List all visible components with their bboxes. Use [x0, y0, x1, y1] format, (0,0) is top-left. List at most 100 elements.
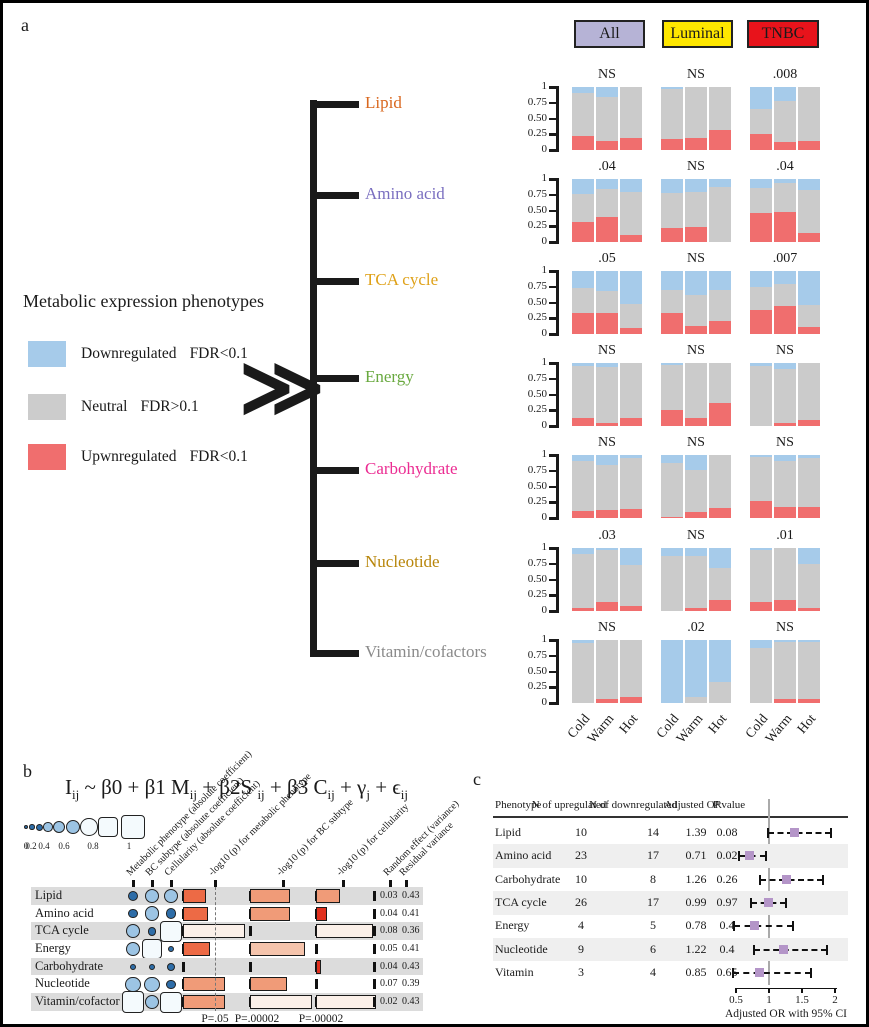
segment-upregulated	[685, 226, 707, 242]
stacked-bar	[661, 548, 683, 611]
stacked-bar	[750, 179, 772, 242]
segment-downregulated	[572, 363, 594, 366]
stacked-bar	[620, 548, 642, 611]
matrix-bar	[250, 888, 291, 903]
tree-label-lipid: Lipid	[365, 93, 402, 112]
segment-upregulated	[661, 516, 683, 518]
tree-branch	[310, 191, 359, 199]
formula-segment: Iij	[65, 775, 80, 803]
y-axis-tick	[549, 469, 557, 473]
segment-neutral	[572, 553, 594, 608]
segment-downregulated	[709, 640, 731, 683]
segment-downregulated	[596, 363, 618, 368]
y-axis-tick	[549, 485, 557, 488]
segment-downregulated	[774, 363, 796, 370]
tree-label-energy: Energy	[365, 367, 414, 386]
cell-phenotype: Amino acid	[495, 848, 552, 863]
segment-neutral	[572, 643, 594, 703]
p-value-label: .007	[772, 251, 798, 266]
stacked-bar	[596, 548, 618, 611]
y-axis-tick	[549, 178, 557, 181]
y-tick-label: 0.50	[527, 111, 547, 124]
matrix-bubble	[165, 908, 177, 919]
segment-downregulated	[685, 548, 707, 557]
segment-upregulated	[774, 599, 796, 611]
segment-upregulated	[572, 136, 594, 150]
segment-upregulated	[774, 211, 796, 242]
segment-downregulated	[572, 548, 594, 554]
matrix-bubble	[167, 962, 175, 971]
p-value-label: NS	[776, 435, 794, 450]
segment-downregulated	[750, 179, 772, 189]
or-point-marker	[779, 944, 789, 954]
matrix-row-shade	[31, 887, 423, 905]
y-tick-label: 0.50	[527, 295, 547, 308]
size-legend-shape	[53, 821, 65, 833]
p-value-label: NS	[687, 343, 705, 358]
segment-upregulated	[620, 138, 642, 150]
segment-upregulated	[661, 228, 683, 242]
formula-segment: + β3 Cij	[264, 775, 335, 803]
segment-upregulated	[685, 138, 707, 150]
segment-neutral	[685, 697, 707, 703]
segment-neutral	[596, 97, 618, 141]
p-value-label: .04	[776, 159, 794, 174]
stacked-bar	[750, 640, 772, 703]
forest-axis-tick	[801, 987, 803, 993]
segment-downregulated	[709, 548, 731, 569]
cell-value: 10	[575, 871, 587, 886]
segment-neutral	[774, 641, 796, 699]
y-tick-label: 0.75	[527, 463, 547, 476]
matrix-bubble	[125, 976, 141, 993]
matrix-bubble	[144, 906, 160, 921]
ci-cap-right	[810, 968, 813, 979]
segment-downregulated	[750, 455, 772, 457]
p-annotation: P=.00002	[234, 1012, 280, 1025]
size-legend-label: 0.2	[25, 841, 37, 851]
segment-neutral	[572, 288, 594, 314]
legend-item: Downregulated FDR<0.1	[28, 341, 248, 367]
cell-value: 26	[575, 894, 587, 909]
stacked-bar	[709, 179, 731, 242]
y-tick-label: 0.50	[527, 572, 547, 585]
matrix-column-tick	[170, 880, 173, 887]
segment-upregulated	[572, 418, 594, 426]
segment-upregulated	[596, 216, 618, 242]
y-tick-label: 1	[541, 356, 548, 368]
ci-cap-right	[785, 897, 788, 908]
segment-upregulated	[685, 512, 707, 518]
matrix-column-tick	[151, 880, 154, 887]
cell-value: 6	[650, 941, 656, 956]
forest-tick-label: 1.5	[795, 993, 809, 1006]
formula-segment: + ϵij	[369, 775, 409, 803]
p-value-label: .01	[776, 528, 794, 543]
tree-label-amino-acid: Amino acid	[365, 184, 445, 203]
segment-downregulated	[661, 87, 683, 89]
stacked-bar	[774, 179, 796, 242]
stacked-bar	[572, 640, 594, 703]
legend-item: Neutral FDR>0.1	[28, 394, 199, 420]
segment-upregulated	[750, 602, 772, 611]
segment-neutral	[596, 367, 618, 423]
cell-value: 0.4	[719, 941, 735, 956]
segment-neutral	[709, 289, 731, 322]
tree-branch	[310, 374, 359, 382]
p-value-label: .02	[687, 620, 705, 635]
matrix-bubble	[147, 926, 157, 936]
p-value-label: NS	[687, 67, 705, 82]
y-tick-label: 1	[541, 80, 548, 92]
segment-upregulated	[798, 507, 820, 518]
col-header-4: P value	[712, 799, 746, 811]
forest-axis-tick	[768, 987, 770, 993]
random-effect-value: 0.03	[380, 889, 398, 901]
p-value-label: NS	[776, 343, 794, 358]
matrix-bubble	[127, 890, 139, 902]
segment-upregulated	[774, 306, 796, 334]
residual-variance-value: 0.41	[402, 907, 420, 919]
segment-upregulated	[798, 607, 820, 611]
cell-value: 4	[578, 918, 584, 933]
segment-upregulated	[620, 508, 642, 518]
y-axis-tick	[549, 393, 557, 396]
segment-neutral	[750, 109, 772, 135]
ci-cap-left	[738, 851, 741, 862]
